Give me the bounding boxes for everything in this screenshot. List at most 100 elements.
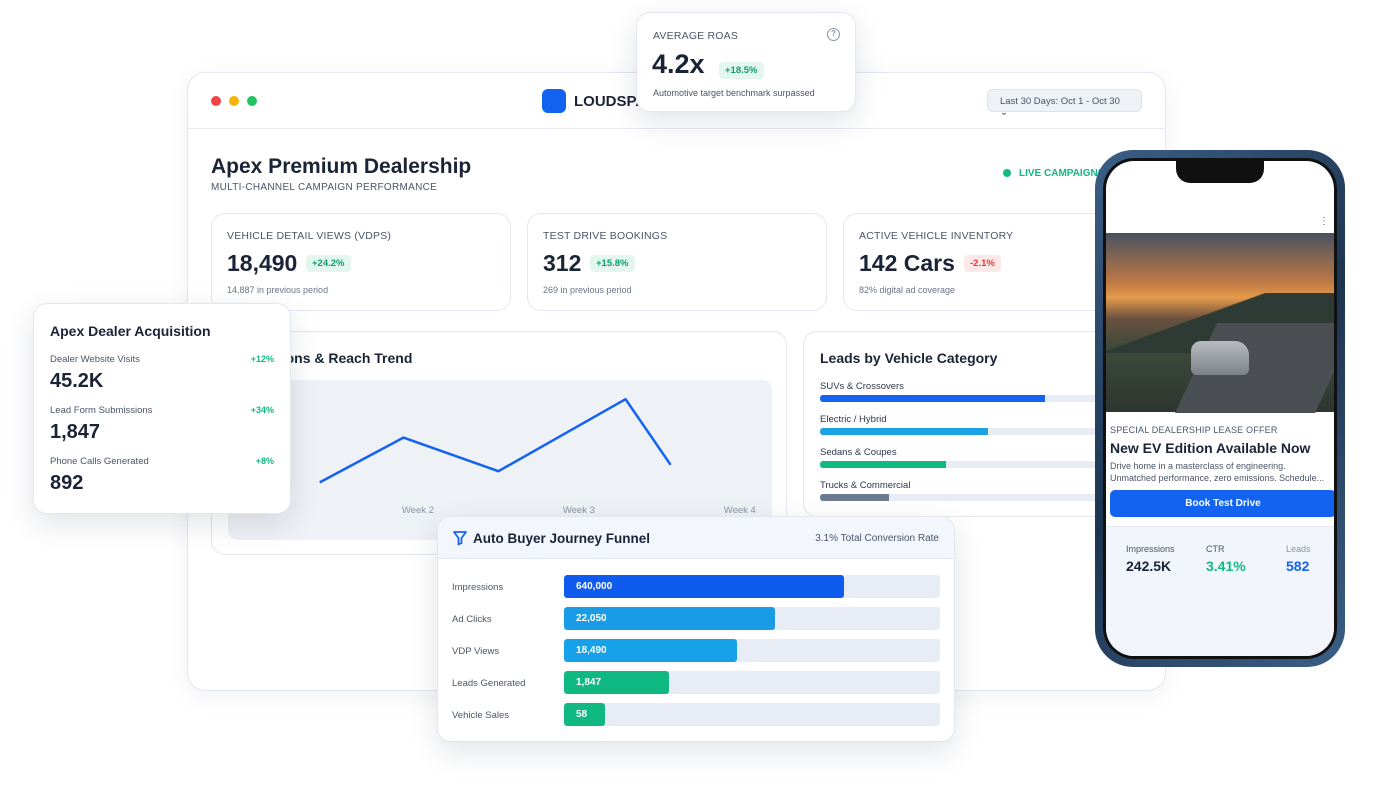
category-label: Electric / Hybrid [820, 414, 887, 425]
kpi-card: VEHICLE DETAIL VIEWS (VDPS) 18,490 +24.2% 1… [211, 213, 511, 311]
kpi-change: +24.2% [306, 255, 351, 272]
acquisition-title: Apex Dealer Acquisition [50, 323, 211, 339]
metric-value: 1,847 [50, 421, 101, 443]
funnel-title: Auto Buyer Journey Funnel [473, 531, 651, 546]
help-icon[interactable]: ? [827, 28, 840, 41]
x-tick-label: Week 3 [563, 505, 595, 516]
stage-bar [564, 671, 670, 694]
metric-change: +8% [255, 456, 274, 466]
stat-value: 242.5K [1126, 558, 1172, 574]
kpi-note: 14,887 in previous period [227, 285, 329, 295]
stage-track: 18,490 [564, 639, 940, 662]
kpi-label: TEST DRIVE BOOKINGS [543, 230, 668, 242]
date-range[interactable]: Last 30 Days: Oct 1 - Oct 30 ⌄ [987, 89, 1142, 118]
category-bar [820, 494, 889, 501]
cta-button[interactable]: Book Test Drive [1110, 490, 1334, 517]
kpi-change: -2.1% [964, 255, 1001, 272]
metric-label: Phone Calls Generated [50, 456, 149, 467]
hero-image [1106, 233, 1334, 413]
stage-bar [564, 607, 775, 630]
category-track [820, 395, 1120, 402]
roas-card: AVERAGE ROAS ? 4.2x +18.5% Automotive ta… [636, 12, 856, 112]
kpi-value: 18,490 [227, 250, 298, 276]
category-label: SUVs & Crossovers [820, 381, 904, 392]
category-bar [820, 428, 988, 435]
stage-value: 640,000 [576, 581, 613, 592]
stage-value: 18,490 [576, 645, 607, 656]
stage-track: 1,847 [564, 671, 940, 694]
status-text: LIVE CAMPAIGNS [1019, 168, 1105, 179]
stage-bar [564, 703, 606, 726]
funnel-card: Auto Buyer Journey Funnel 3.1% Total Con… [437, 516, 955, 742]
kpi-card: ACTIVE VEHICLE INVENTORY 142 Cars -2.1% 82%… [843, 213, 1143, 311]
metric-value: 45.2K [50, 370, 104, 392]
metric-change: +34% [250, 405, 274, 415]
filter-icon [453, 531, 467, 546]
brand-logo [542, 89, 566, 113]
stage-label: Ad Clicks [452, 614, 492, 625]
stage-track: 640,000 [564, 575, 940, 598]
stage-label: VDP Views [452, 646, 500, 657]
stat-label: Leads [1286, 544, 1311, 554]
roas-change: +18.5% [719, 62, 764, 79]
kpi-value: 142 Cars [859, 250, 955, 276]
category-track [820, 461, 1120, 468]
brand-name: LOUDSPA [574, 93, 647, 110]
phone: ⋮ SPECIAL DEALERSHIP LEASE OFFER New EV … [1095, 150, 1345, 667]
stat-value: 582 [1286, 558, 1310, 574]
window-dot [229, 96, 239, 106]
phone-bezel: ⋮ SPECIAL DEALERSHIP LEASE OFFER New EV … [1103, 158, 1337, 659]
category-track [820, 428, 1120, 435]
stat-value: 3.41% [1206, 558, 1246, 574]
stage-bar [564, 575, 845, 598]
leads-card: Leads by Vehicle Category SUVs & Crossov… [803, 331, 1133, 517]
phone-screen: ⋮ SPECIAL DEALERSHIP LEASE OFFER New EV … [1106, 161, 1334, 656]
category-bar [820, 395, 1045, 402]
notch [1176, 161, 1264, 183]
kpi-note: 82% digital ad coverage [859, 285, 956, 295]
stage-value: 58 [576, 709, 588, 720]
kpi-card: TEST DRIVE BOOKINGS 312 +15.8% 269 in previ… [527, 213, 827, 311]
ad-eyebrow: SPECIAL DEALERSHIP LEASE OFFER [1110, 425, 1278, 435]
funnel-header [438, 517, 954, 559]
category-label: Sedans & Coupes [820, 447, 897, 458]
metric-label: Lead Form Submissions [50, 405, 153, 416]
acquisition-card: Apex Dealer Acquisition Dealer Website V… [33, 303, 291, 514]
header-divider [188, 128, 1165, 129]
window-dot [247, 96, 257, 106]
stage-value: 1,847 [576, 677, 602, 688]
dashboard-subtitle: MULTI-CHANNEL CAMPAIGN PERFORMANCE [211, 182, 438, 193]
roas-note: Automotive target benchmark surpassed [653, 88, 815, 98]
roas-value: 4.2x [652, 49, 705, 79]
category-label: Trucks & Commercial [820, 480, 911, 491]
category-bar [820, 461, 946, 468]
leads-title: Leads by Vehicle Category [820, 350, 998, 366]
trend-line [319, 397, 672, 484]
menu-dots[interactable]: ⋮ [1319, 216, 1329, 227]
metric-change: +12% [250, 354, 274, 364]
metric-label: Dealer Website Visits [50, 354, 140, 365]
x-tick-label: Week 4 [724, 505, 756, 516]
stat-label: CTR [1206, 544, 1225, 554]
kpi-value: 312 [543, 250, 582, 276]
stage-track: 58 [564, 703, 940, 726]
stage-track: 22,050 [564, 607, 940, 630]
kpi-label: ACTIVE VEHICLE INVENTORY [859, 230, 1014, 242]
stage-bar [564, 639, 737, 662]
kpi-note: 269 in previous period [543, 285, 632, 295]
trend-chart: Week 2 Week 3 Week 4 [228, 380, 772, 540]
dashboard-title: Apex Premium Dealership [211, 155, 472, 178]
date-range-text: Last 30 Days: Oct 1 - Oct 30 [1000, 96, 1120, 107]
status-dot [1003, 169, 1011, 177]
window-dot [211, 96, 221, 106]
stage-value: 22,050 [576, 613, 607, 624]
stage-label: Vehicle Sales [452, 710, 510, 721]
stats-panel [1106, 526, 1334, 656]
ad-headline: New EV Edition Available Now [1110, 440, 1311, 456]
stage-label: Leads Generated [452, 678, 526, 689]
x-tick-label: Week 2 [402, 505, 434, 516]
ad-body: Drive home in a masterclass of engineeri… [1110, 461, 1325, 483]
category-track [820, 494, 1120, 501]
hero-car [1191, 341, 1249, 375]
